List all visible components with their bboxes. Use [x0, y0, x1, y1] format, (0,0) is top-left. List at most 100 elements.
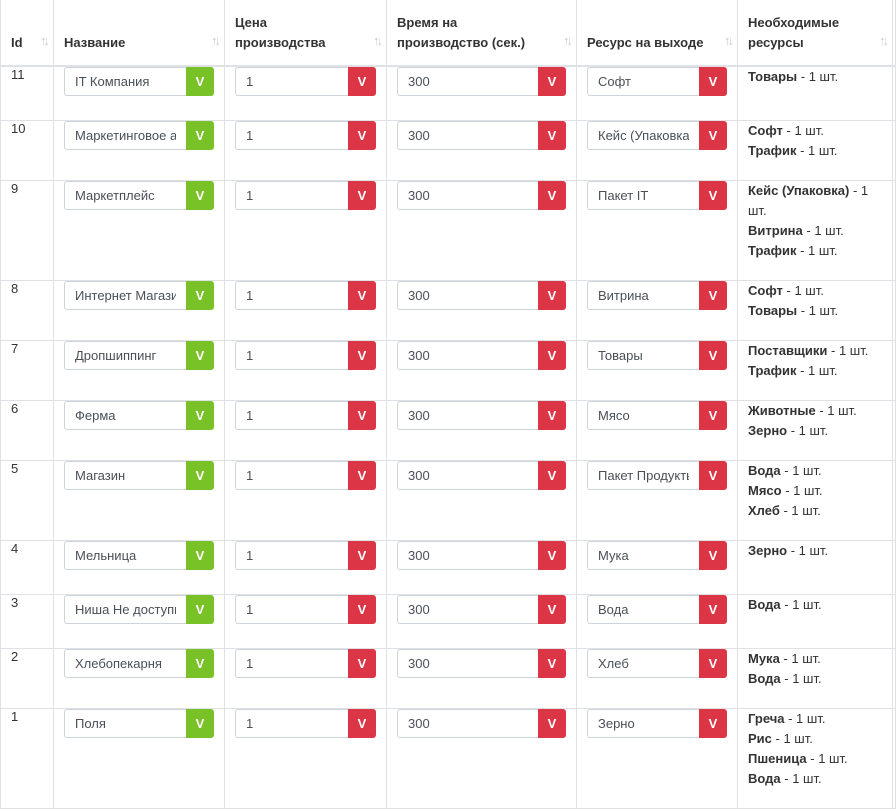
- column-header-id[interactable]: Id ↑↓: [0, 0, 54, 67]
- output-input[interactable]: [587, 340, 699, 370]
- save-name-button[interactable]: V: [186, 120, 214, 150]
- sort-icon[interactable]: ↑↓: [40, 33, 50, 48]
- save-name-button[interactable]: V: [186, 340, 214, 370]
- save-price-button[interactable]: V: [348, 280, 376, 310]
- output-input[interactable]: [587, 180, 699, 210]
- save-time-button[interactable]: V: [538, 594, 566, 624]
- name-input[interactable]: [64, 400, 186, 430]
- time-input[interactable]: [397, 340, 538, 370]
- save-output-button[interactable]: V: [699, 708, 727, 738]
- price-input[interactable]: [235, 180, 348, 210]
- column-header-required[interactable]: Необходимые ресурсы ↑↓: [737, 0, 893, 67]
- save-name-button[interactable]: V: [186, 280, 214, 310]
- price-input[interactable]: [235, 67, 348, 96]
- name-input[interactable]: [64, 648, 186, 678]
- time-input[interactable]: [397, 120, 538, 150]
- name-input[interactable]: [64, 340, 186, 370]
- output-input[interactable]: [587, 120, 699, 150]
- save-price-button[interactable]: V: [348, 120, 376, 150]
- save-name-button[interactable]: V: [186, 180, 214, 210]
- save-time-button[interactable]: V: [538, 340, 566, 370]
- save-output-button[interactable]: V: [699, 67, 727, 96]
- name-input[interactable]: [64, 120, 186, 150]
- save-output-button[interactable]: V: [699, 400, 727, 430]
- price-input[interactable]: [235, 280, 348, 310]
- sort-icon[interactable]: ↑↓: [879, 33, 889, 48]
- name-input[interactable]: [64, 594, 186, 624]
- price-input[interactable]: [235, 594, 348, 624]
- column-header-name[interactable]: Название ↑↓: [53, 0, 225, 67]
- output-input[interactable]: [587, 280, 699, 310]
- save-time-button[interactable]: V: [538, 540, 566, 570]
- sort-icon[interactable]: ↑↓: [724, 33, 734, 48]
- time-input[interactable]: [397, 648, 538, 678]
- name-input[interactable]: [64, 708, 186, 738]
- price-input[interactable]: [235, 708, 348, 738]
- save-output-button[interactable]: V: [699, 648, 727, 678]
- save-time-button[interactable]: V: [538, 708, 566, 738]
- output-input[interactable]: [587, 540, 699, 570]
- save-name-button[interactable]: V: [186, 648, 214, 678]
- save-name-button[interactable]: V: [186, 708, 214, 738]
- output-input[interactable]: [587, 594, 699, 624]
- save-output-button[interactable]: V: [699, 460, 727, 490]
- save-output-button[interactable]: V: [699, 594, 727, 624]
- save-time-button[interactable]: V: [538, 180, 566, 210]
- price-input[interactable]: [235, 540, 348, 570]
- save-price-button[interactable]: V: [348, 540, 376, 570]
- save-output-button[interactable]: V: [699, 340, 727, 370]
- sort-icon[interactable]: ↑↓: [563, 33, 573, 48]
- save-name-button[interactable]: V: [186, 594, 214, 624]
- save-time-button[interactable]: V: [538, 460, 566, 490]
- time-input[interactable]: [397, 460, 538, 490]
- save-time-button[interactable]: V: [538, 400, 566, 430]
- output-input[interactable]: [587, 400, 699, 430]
- save-name-button[interactable]: V: [186, 460, 214, 490]
- save-name-button[interactable]: V: [186, 400, 214, 430]
- output-input[interactable]: [587, 67, 699, 96]
- save-price-button[interactable]: V: [348, 594, 376, 624]
- save-price-button[interactable]: V: [348, 67, 376, 96]
- column-header-price[interactable]: Цена производства ↑↓: [224, 0, 387, 67]
- price-input[interactable]: [235, 460, 348, 490]
- save-time-button[interactable]: V: [538, 280, 566, 310]
- time-input[interactable]: [397, 594, 538, 624]
- save-price-button[interactable]: V: [348, 400, 376, 430]
- time-input[interactable]: [397, 708, 538, 738]
- save-name-button[interactable]: V: [186, 540, 214, 570]
- save-output-button[interactable]: V: [699, 280, 727, 310]
- save-output-button[interactable]: V: [699, 180, 727, 210]
- save-price-button[interactable]: V: [348, 180, 376, 210]
- save-time-button[interactable]: V: [538, 120, 566, 150]
- time-input[interactable]: [397, 280, 538, 310]
- save-time-button[interactable]: V: [538, 648, 566, 678]
- time-input[interactable]: [397, 180, 538, 210]
- name-input[interactable]: [64, 67, 186, 96]
- price-input[interactable]: [235, 400, 348, 430]
- save-price-button[interactable]: V: [348, 708, 376, 738]
- name-input[interactable]: [64, 460, 186, 490]
- time-input[interactable]: [397, 540, 538, 570]
- save-price-button[interactable]: V: [348, 340, 376, 370]
- sort-icon[interactable]: ↑↓: [373, 33, 383, 48]
- time-input[interactable]: [397, 67, 538, 96]
- save-price-button[interactable]: V: [348, 460, 376, 490]
- price-input[interactable]: [235, 648, 348, 678]
- price-input[interactable]: [235, 340, 348, 370]
- price-input[interactable]: [235, 120, 348, 150]
- name-input[interactable]: [64, 180, 186, 210]
- save-output-button[interactable]: V: [699, 540, 727, 570]
- sort-icon[interactable]: ↑↓: [211, 33, 221, 48]
- save-output-button[interactable]: V: [699, 120, 727, 150]
- name-input[interactable]: [64, 540, 186, 570]
- column-header-output[interactable]: Ресурс на выходе ↑↓: [576, 0, 738, 67]
- output-input[interactable]: [587, 648, 699, 678]
- save-price-button[interactable]: V: [348, 648, 376, 678]
- output-input[interactable]: [587, 460, 699, 490]
- save-name-button[interactable]: V: [186, 67, 214, 96]
- output-input[interactable]: [587, 708, 699, 738]
- name-input[interactable]: [64, 280, 186, 310]
- column-header-time[interactable]: Время на производство (сек.) ↑↓: [386, 0, 577, 67]
- time-input[interactable]: [397, 400, 538, 430]
- save-time-button[interactable]: V: [538, 67, 566, 96]
